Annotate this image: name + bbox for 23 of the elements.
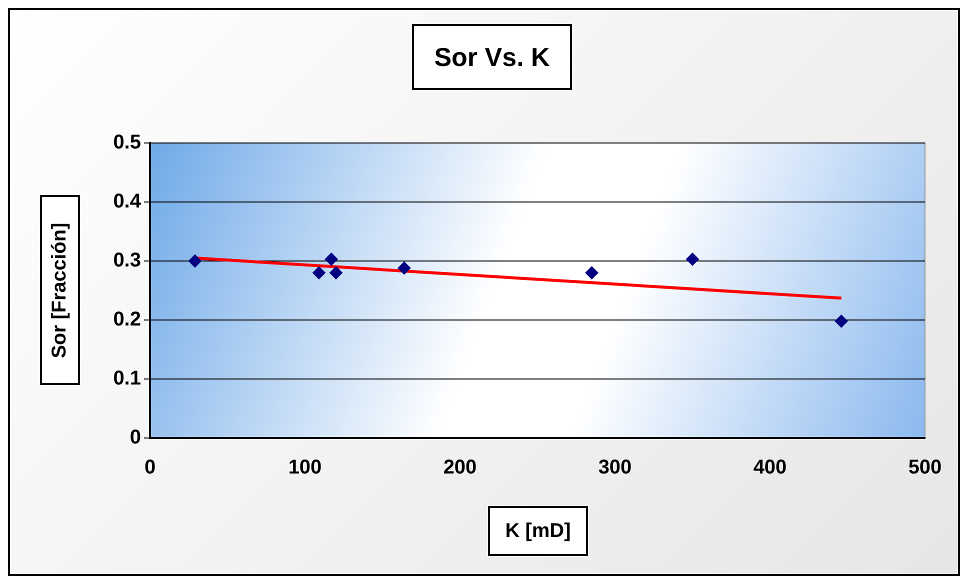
x-tick-label: 500 xyxy=(908,456,942,479)
x-tick-label: 0 xyxy=(144,456,156,479)
x-tick-label: 200 xyxy=(443,456,477,479)
y-tick-label: 0.4 xyxy=(113,190,142,213)
x-tick-label: 400 xyxy=(753,456,787,479)
point xyxy=(585,266,598,280)
point xyxy=(312,266,326,280)
point xyxy=(834,314,848,328)
point xyxy=(398,262,411,275)
y-tick-label: 0.3 xyxy=(113,250,141,272)
point xyxy=(324,252,338,266)
point xyxy=(330,266,342,280)
chart-title: Sor Vs. K xyxy=(412,24,572,90)
point xyxy=(686,252,699,266)
y-tick-label: 0 xyxy=(130,426,141,449)
y-tick-label: 0.2 xyxy=(113,308,141,331)
x-tick-label: 300 xyxy=(598,456,632,479)
y-axis-title: Sor [Fracción] xyxy=(48,222,72,358)
y-tick-label: 0.5 xyxy=(113,132,141,154)
y-tick-label: 0.1 xyxy=(113,368,141,390)
x-axis-title: K [mD] xyxy=(488,506,588,556)
point xyxy=(188,254,202,268)
x-tick-label: 100 xyxy=(288,456,322,479)
